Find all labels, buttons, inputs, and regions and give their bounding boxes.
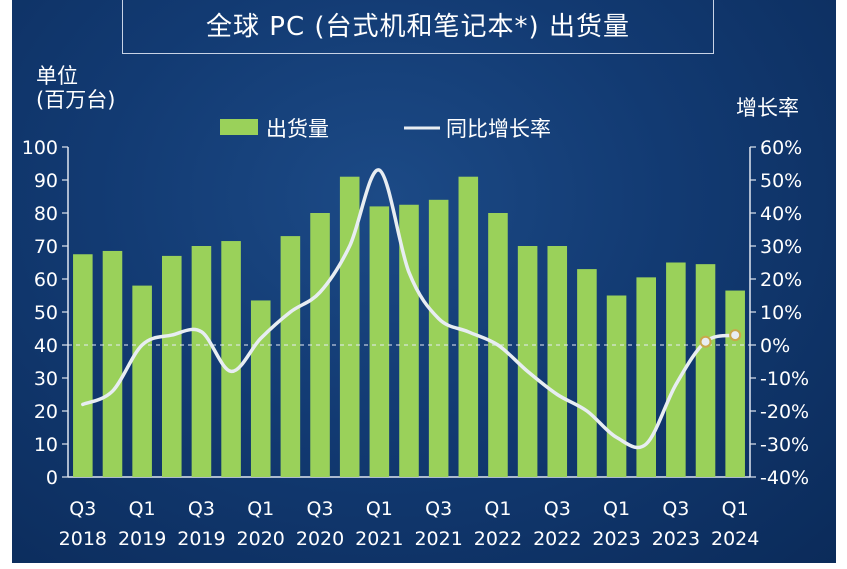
bar-Q2-2019 [161,255,182,477]
bar-Q4-2018 [102,250,123,477]
bar-Q2-2023 [636,277,657,477]
x-tick-quarter: Q1 [247,498,274,520]
left-tick-label: 70 [34,236,58,258]
x-tick-year: 2019 [177,528,225,550]
left-axis-label: 单位 (百万台) [36,64,116,112]
x-tick-year: 2020 [237,528,285,550]
right-tick-label: -40% [760,467,809,489]
x-tick-quarter: Q1 [722,498,749,520]
legend-bar-swatch [220,119,258,135]
right-tick-label: 40% [760,203,802,225]
x-tick-quarter: Q1 [366,498,393,520]
x-tick-quarter: Q3 [662,498,689,520]
right-axis-label: 增长率 [736,96,799,120]
right-tick-label: 20% [760,269,802,291]
title-box [122,0,714,54]
x-tick-year: 2023 [652,528,700,550]
bar-Q4-2022 [577,269,597,477]
right-tick-label: -30% [760,434,809,456]
bar-Q2-2022 [517,246,538,477]
bar-Q2-2020 [280,236,301,477]
x-tick-year: 2018 [59,528,107,550]
bar-Q1-2020 [250,300,271,477]
left-tick-label: 0 [46,467,58,489]
left-tick-label: 90 [34,170,58,192]
x-tick-year: 2021 [355,528,403,550]
chart-panel: 全球 PC (台式机和笔记本*) 出货量 单位 (百万台) 增长率 100 90 8… [12,0,836,563]
bar-Q3-2023 [666,262,686,477]
left-tick-label: 10 [34,434,58,456]
bar-Q4-2021 [458,176,479,477]
right-tick-label: 50% [760,170,802,192]
right-tick-label: 10% [760,302,802,324]
x-tick-quarter: Q1 [603,498,630,520]
right-tick-label: -20% [760,401,809,423]
bar-Q3-2022 [547,246,568,477]
right-tick-label: -10% [760,368,809,390]
left-tick-label: 30 [34,368,58,390]
x-tick-year: 2020 [296,528,344,550]
x-tick-year: 2023 [592,528,640,550]
growth-point-Q4-2023 [699,335,712,348]
x-tick-quarter: Q3 [188,498,215,520]
x-tick-quarter: Q3 [425,498,452,520]
bar-Q3-2021 [428,199,449,478]
bar-Q3-2019 [191,246,212,477]
right-tick-label: 60% [760,137,802,159]
bar-Q4-2019 [221,241,241,477]
growth-rate-line [81,168,737,450]
bar-Q3-2020 [310,213,330,477]
bar-Q4-2023 [695,264,716,477]
right-tick-label: 30% [760,236,802,258]
left-tick-label: 20 [34,401,58,423]
left-tick-label: 80 [34,203,58,225]
x-tick-year: 2024 [711,528,759,550]
bar-Q1-2024 [725,290,745,477]
left-tick-label: 100 [22,137,58,159]
x-tick-year: 2022 [474,528,522,550]
x-tick-year: 2021 [414,528,462,550]
legend-bar-label: 出货量 [266,117,329,141]
x-tick-quarter: Q1 [129,498,156,520]
bar-Q2-2021 [399,204,419,477]
legend-line-label: 同比增长率 [446,117,551,141]
x-tick-year: 2019 [118,528,166,550]
left-tick-label: 60 [34,269,58,291]
chart-svg: 100908070605040302010060%50%40%30%20%10%… [22,117,809,550]
x-tick-quarter: Q1 [484,498,511,520]
bar-Q1-2021 [369,206,390,477]
bar-Q4-2020 [339,176,360,477]
x-tick-quarter: Q3 [544,498,571,520]
bar-Q3-2018 [73,254,93,477]
chart-title: 全球 PC (台式机和笔记本*) 出货量 [206,12,630,42]
x-tick-quarter: Q3 [69,498,96,520]
x-tick-year: 2022 [533,528,581,550]
right-tick-label: 0% [760,335,790,357]
growth-point-Q1-2024 [729,329,742,342]
x-tick-quarter: Q3 [307,498,334,520]
left-tick-label: 40 [34,335,58,357]
left-tick-label: 50 [34,302,58,324]
bar-Q1-2019 [132,285,152,477]
bar-Q1-2023 [606,295,627,477]
